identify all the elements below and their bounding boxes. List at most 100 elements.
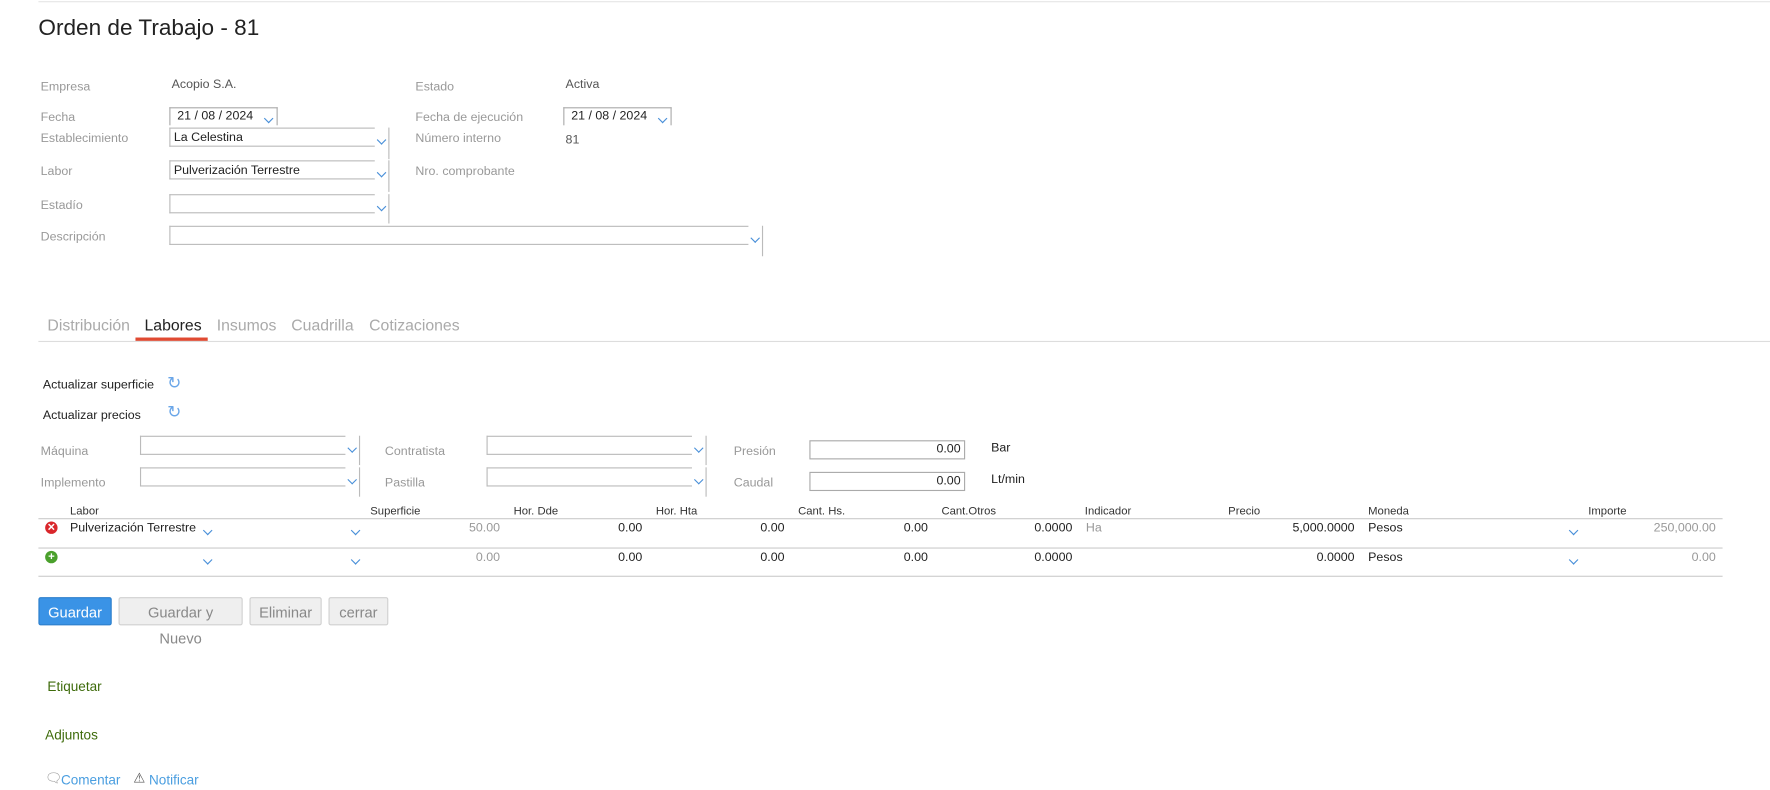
- tab-cotizaciones[interactable]: Cotizaciones: [369, 316, 460, 335]
- fecha-input[interactable]: 21 / 08 / 2024: [169, 107, 278, 126]
- page-title: Orden de Trabajo - 81: [38, 15, 260, 41]
- cell-hor-dde[interactable]: 0.00: [618, 550, 643, 565]
- col-header-labor: Labor: [69, 505, 99, 519]
- chevron-down-icon: [376, 167, 387, 178]
- cell-cant-hs[interactable]: 0.00: [903, 550, 928, 565]
- col-header-importe: Importe: [1588, 505, 1627, 519]
- cell-precio[interactable]: 0.0000: [1316, 550, 1355, 565]
- fecha-ejecucion-input[interactable]: 21 / 08 / 2024: [563, 107, 672, 126]
- pastilla-label: Pastilla: [384, 476, 425, 490]
- col-header-cant-hs: Cant. Hs.: [798, 505, 846, 519]
- cell-hor-dde[interactable]: 0.00: [618, 521, 643, 536]
- cell-importe: 250,000.00: [1653, 521, 1716, 536]
- chevron-down-icon: [347, 443, 357, 453]
- estadio-value: [169, 194, 375, 214]
- chevron-down-icon: [657, 113, 668, 124]
- presion-label: Presión: [733, 444, 776, 459]
- active-tab-indicator: [135, 337, 208, 341]
- actualizar-precios-label: Actualizar precios: [42, 408, 141, 423]
- caudal-input[interactable]: 0.00: [809, 471, 966, 492]
- tab-distribucion[interactable]: Distribución: [47, 316, 130, 335]
- actualizar-superficie-label: Actualizar superficie: [42, 378, 155, 392]
- chevron-down-icon[interactable]: [1568, 525, 1579, 536]
- chevron-down-icon[interactable]: [202, 525, 213, 536]
- descripcion-value: [169, 225, 749, 245]
- cell-cant-otros[interactable]: 0.0000: [1034, 550, 1073, 565]
- guardar-y-nuevo-button[interactable]: Guardar y Nuevo: [118, 597, 243, 647]
- eliminar-button[interactable]: Eliminar: [249, 597, 322, 626]
- fecha-ejecucion-value: 21 / 08 / 2024: [571, 109, 648, 124]
- nro-comprobante-label: Nro. comprobante: [415, 164, 515, 179]
- col-header-precio: Precio: [1228, 505, 1261, 519]
- col-header-indicador: Indicador: [1084, 505, 1132, 519]
- etiquetar-link[interactable]: Etiquetar: [47, 678, 102, 695]
- cell-precio[interactable]: 5,000.0000: [1292, 521, 1355, 536]
- chevron-down-icon: [263, 113, 274, 124]
- presion-input[interactable]: 0.00: [809, 440, 966, 460]
- chevron-down-icon: [376, 135, 387, 145]
- empresa-value: Acopio S.A.: [171, 77, 237, 92]
- implemento-select[interactable]: [139, 467, 361, 497]
- top-divider: [38, 1, 1770, 3]
- maquina-label: Máquina: [40, 444, 89, 459]
- cell-indicador: Ha: [1085, 521, 1102, 536]
- fecha-value: 21 / 08 / 2024: [177, 109, 254, 124]
- notificar-link[interactable]: Notificar: [149, 772, 199, 788]
- labor-value: Pulverización Terrestre: [169, 160, 375, 180]
- maquina-select[interactable]: [139, 435, 361, 466]
- tab-cuadrilla[interactable]: Cuadrilla: [291, 316, 354, 335]
- chevron-down-icon[interactable]: [350, 525, 361, 536]
- cell-hor-hta[interactable]: 0.00: [760, 521, 785, 536]
- chevron-down-icon: [693, 443, 704, 453]
- establecimiento-value: La Celestina: [169, 127, 375, 147]
- col-header-superficie: Superficie: [370, 505, 421, 519]
- chevron-down-icon: [750, 233, 760, 243]
- cell-labor[interactable]: Pulverización Terrestre: [69, 521, 197, 536]
- estadio-select[interactable]: [169, 194, 390, 224]
- labor-select[interactable]: Pulverización Terrestre: [169, 160, 390, 192]
- adjuntos-link[interactable]: Adjuntos: [45, 726, 98, 743]
- chevron-down-icon: [376, 201, 387, 212]
- numero-interno-value: 81: [565, 133, 580, 147]
- presion-unit: Bar: [991, 441, 1011, 455]
- chevron-down-icon[interactable]: [350, 555, 361, 565]
- empresa-label: Empresa: [40, 80, 91, 94]
- chevron-down-icon: [693, 474, 704, 485]
- tabs-divider: [38, 340, 1770, 343]
- cerrar-button[interactable]: cerrar: [328, 597, 389, 626]
- contratista-select[interactable]: [486, 435, 707, 466]
- cell-moneda[interactable]: Pesos: [1368, 550, 1403, 565]
- refresh-icon[interactable]: ↻: [167, 373, 182, 393]
- estado-label: Estado: [415, 80, 455, 94]
- col-header-moneda: Moneda: [1368, 505, 1409, 519]
- establecimiento-select[interactable]: La Celestina: [169, 127, 390, 160]
- chevron-down-icon[interactable]: [1568, 555, 1579, 565]
- chevron-down-icon: [347, 474, 357, 485]
- refresh-icon[interactable]: ↻: [167, 402, 182, 423]
- cell-cant-otros[interactable]: 0.0000: [1034, 521, 1073, 536]
- pastilla-select[interactable]: [486, 467, 707, 497]
- cell-importe: 0.00: [1691, 550, 1716, 565]
- establecimiento-label: Establecimiento: [40, 132, 129, 146]
- cell-moneda[interactable]: Pesos: [1368, 521, 1403, 536]
- labor-label: Labor: [40, 164, 73, 179]
- tab-insumos[interactable]: Insumos: [216, 316, 277, 335]
- comment-icon: 🗨︎: [45, 769, 63, 786]
- estado-value: Activa: [565, 77, 600, 92]
- cell-superficie: 0.00: [475, 550, 501, 565]
- cell-hor-hta[interactable]: 0.00: [760, 550, 785, 565]
- descripcion-input[interactable]: [169, 225, 764, 257]
- fecha-label: Fecha: [40, 110, 76, 125]
- col-header-hor-dde: Hor. Dde: [513, 505, 559, 519]
- tab-labores[interactable]: Labores: [144, 316, 202, 335]
- add-icon[interactable]: +: [45, 550, 58, 564]
- warning-icon: ⚠︎: [133, 769, 146, 786]
- cell-cant-hs[interactable]: 0.00: [903, 521, 928, 536]
- col-header-hor-hta: Hor. Hta: [655, 505, 698, 519]
- chevron-down-icon[interactable]: [202, 555, 213, 565]
- comentar-link[interactable]: Comentar: [60, 772, 121, 788]
- implemento-label: Implemento: [40, 476, 106, 490]
- remove-icon[interactable]: ✕: [45, 521, 58, 534]
- guardar-button[interactable]: Guardar: [38, 597, 112, 626]
